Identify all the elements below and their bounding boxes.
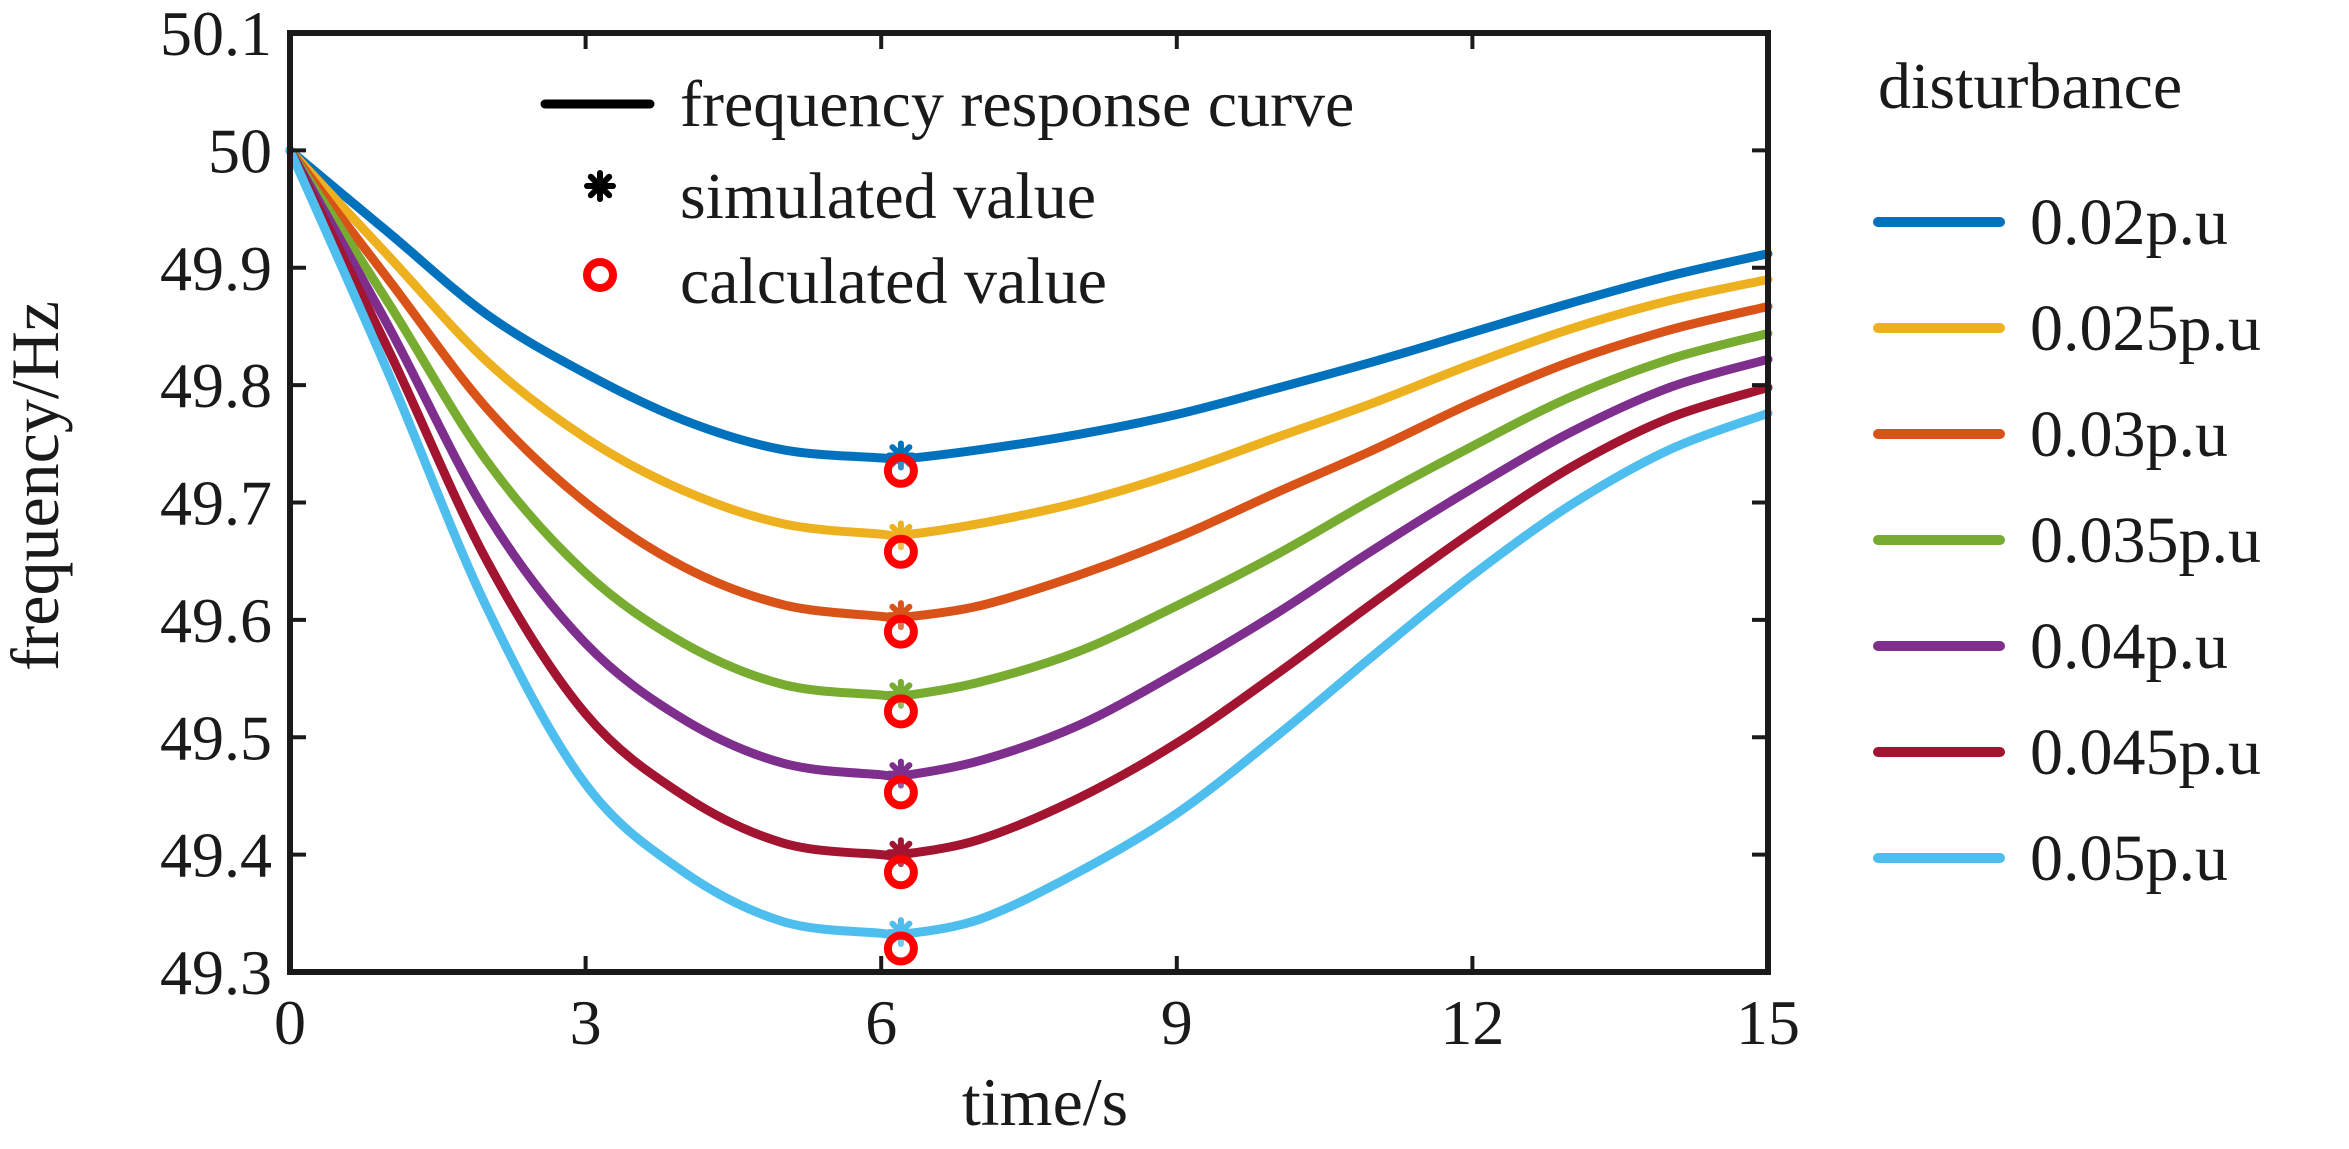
series-legend-label: 0.05p.u <box>2030 822 2228 895</box>
x-axis-title: time/s <box>962 1064 1128 1140</box>
y-tick-label: 49.6 <box>160 585 272 656</box>
axis-tick-labels: 0 3 6 9 12 15 49.3 49.4 49.5 49.6 49.7 49.8 49.9 50 50… <box>160 0 1800 1058</box>
series-line-0.035p.u <box>285 145 1773 702</box>
axis-ticks <box>288 31 1770 974</box>
y-tick-label: 49.8 <box>160 350 272 421</box>
series-legend-label: 0.02p.u <box>2030 186 2228 259</box>
series-legend-label: 0.03p.u <box>2030 398 2228 471</box>
y-tick-label: 49.7 <box>160 468 272 539</box>
series-line-0.02p.u <box>285 145 1773 465</box>
series-line-0.025p.u <box>285 145 1773 541</box>
x-tick-label: 3 <box>570 987 602 1058</box>
series-line-0.045p.u <box>285 145 1773 861</box>
series-legend-label: 0.025p.u <box>2030 292 2261 365</box>
series-legend-label: 0.045p.u <box>2030 716 2261 789</box>
marker-legend-label: simulated value <box>680 160 1096 233</box>
series-legend-title: disturbance <box>1878 50 2182 123</box>
x-tick-label: 9 <box>1161 987 1193 1058</box>
marker-legend-label: calculated value <box>680 245 1107 318</box>
y-tick-label: 50.1 <box>160 0 272 69</box>
series-legend: disturbance 0.02p.u 0.025p.u 0.03p.u 0.035p… <box>1873 50 2261 895</box>
y-tick-label: 49.4 <box>160 820 272 891</box>
series-line-0.03p.u <box>285 145 1773 623</box>
x-tick-label: 12 <box>1440 987 1504 1058</box>
plot-content <box>285 145 1773 966</box>
calculated-marker-0.035p.u <box>883 694 918 729</box>
calculated-marker-0.025p.u <box>883 534 918 569</box>
legend-symbol-asterisk <box>584 170 616 202</box>
marker-legend-label: frequency response curve <box>680 68 1354 141</box>
calculated-marker-0.04p.u <box>883 775 918 810</box>
marker-legend: frequency response curve simulated value c… <box>540 68 1354 318</box>
x-tick-label: 6 <box>865 987 897 1058</box>
calculated-marker-0.03p.u <box>883 614 918 649</box>
legend-symbol-circle <box>583 258 617 292</box>
x-tick-label: 15 <box>1736 987 1800 1058</box>
y-tick-label: 49.5 <box>160 702 272 773</box>
series-legend-label: 0.04p.u <box>2030 610 2228 683</box>
calculated-marker-0.05p.u <box>883 931 918 966</box>
series-line-0.04p.u <box>285 145 1773 782</box>
y-tick-label: 50 <box>208 115 272 186</box>
y-axis-title: frequency/Hz <box>0 301 73 671</box>
y-tick-label: 49.9 <box>160 233 272 304</box>
x-tick-label: 0 <box>274 987 306 1058</box>
series-legend-label: 0.035p.u <box>2030 504 2261 577</box>
series-line-0.05p.u <box>285 145 1773 941</box>
y-tick-label: 49.3 <box>160 937 272 1008</box>
calculated-marker-0.045p.u <box>883 855 918 890</box>
calculated-marker-0.02p.u <box>883 453 918 488</box>
